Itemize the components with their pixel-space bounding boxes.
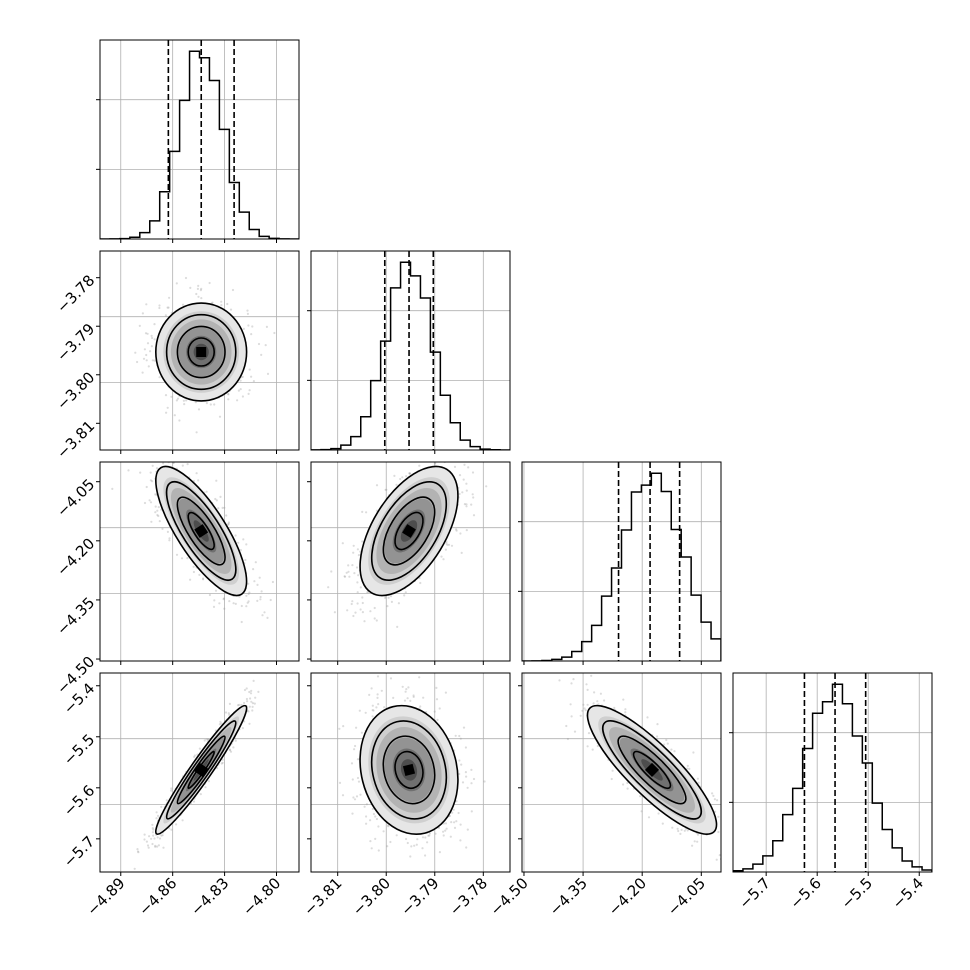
- histogram-step: [522, 472, 721, 661]
- contour-line: [176, 496, 226, 566]
- contour-line: [165, 481, 237, 581]
- x-tick-label: −4.86: [135, 874, 180, 919]
- density-region: [155, 465, 248, 597]
- y-tick-label: −5.7: [60, 832, 98, 870]
- x-tick-label: −5.5: [838, 874, 876, 912]
- panel-1-0: [96, 250, 300, 454]
- y-tick-label: −3.79: [53, 320, 98, 365]
- y-tick-label: −3.81: [53, 417, 98, 462]
- panel-1-1: [307, 250, 511, 454]
- axes-frame: [99, 250, 300, 451]
- contour-line: [359, 465, 459, 597]
- panel-0-0: [96, 39, 300, 243]
- panel-2-1: [307, 461, 511, 665]
- contour-line: [176, 735, 226, 805]
- contour-line: [187, 511, 215, 551]
- contour-line: [176, 325, 226, 379]
- x-tick-label: −4.20: [605, 874, 650, 919]
- density-peak: [402, 763, 416, 776]
- y-tick-label: −3.80: [53, 368, 98, 413]
- contour-line: [586, 704, 718, 835]
- x-tick-label: −3.80: [349, 874, 394, 919]
- histogram-step: [733, 683, 932, 872]
- contour-line: [165, 720, 237, 820]
- density-peak: [644, 762, 660, 777]
- contour-line: [187, 337, 215, 367]
- x-tick-label: −4.89: [83, 874, 128, 919]
- axes-frame: [732, 672, 933, 873]
- contour-line: [394, 511, 424, 551]
- x-tick-label: −3.78: [446, 874, 491, 919]
- x-tick-label: −4.80: [239, 874, 284, 919]
- contour-line: [155, 465, 248, 597]
- axes-frame: [99, 672, 300, 873]
- contour-line: [359, 704, 459, 835]
- axes-frame: [521, 461, 722, 662]
- panel-3-1: [307, 672, 511, 876]
- histogram-step: [311, 261, 510, 450]
- density-region: [154, 302, 248, 402]
- panel-2-2: [518, 461, 722, 665]
- contour-line: [187, 750, 215, 790]
- histogram-step: [100, 50, 299, 239]
- axes-frame: [310, 250, 511, 451]
- density-region: [359, 465, 459, 597]
- axes-frame: [310, 461, 511, 662]
- axes-frame: [310, 672, 511, 873]
- x-tick-label: −5.6: [787, 874, 825, 912]
- contour-line: [382, 735, 436, 805]
- y-tick-label: −4.20: [53, 534, 98, 579]
- panel-3-3: [729, 672, 933, 876]
- contour-line: [154, 704, 248, 835]
- x-tick-label: −4.83: [187, 874, 232, 919]
- panel-2-0: [96, 461, 300, 665]
- y-tick-label: −5.5: [60, 730, 98, 768]
- y-tick-label: −3.78: [53, 271, 98, 316]
- contour-line: [632, 750, 672, 790]
- contour-line: [617, 735, 687, 805]
- contour-line: [394, 750, 424, 790]
- panel-3-0: [96, 672, 300, 876]
- x-tick-label: −4.50: [487, 874, 532, 919]
- axes-frame: [99, 461, 300, 662]
- x-tick-label: −5.4: [889, 874, 927, 912]
- density-region: [154, 704, 248, 835]
- density-peak: [402, 524, 416, 538]
- x-tick-label: −3.79: [397, 874, 442, 919]
- x-tick-label: −3.81: [300, 874, 345, 919]
- contour-line: [370, 481, 448, 581]
- contour-line: [165, 313, 237, 391]
- density-peak: [194, 524, 209, 538]
- density-region: [586, 704, 718, 835]
- y-tick-label: −4.05: [53, 475, 98, 520]
- density-peak: [196, 347, 207, 357]
- x-tick-label: −4.35: [546, 874, 591, 919]
- axes-frame: [521, 672, 722, 873]
- contour-line: [382, 496, 436, 566]
- y-tick-label: −4.35: [53, 594, 98, 639]
- density-region: [359, 704, 459, 835]
- axes-frame: [99, 39, 300, 240]
- y-tick-label: −5.6: [60, 781, 98, 819]
- x-tick-label: −4.05: [664, 874, 709, 919]
- contour-line: [154, 302, 248, 402]
- contour-line: [601, 720, 703, 820]
- x-tick-label: −5.7: [736, 874, 774, 912]
- panel-3-2: [518, 672, 722, 876]
- contour-line: [370, 720, 448, 820]
